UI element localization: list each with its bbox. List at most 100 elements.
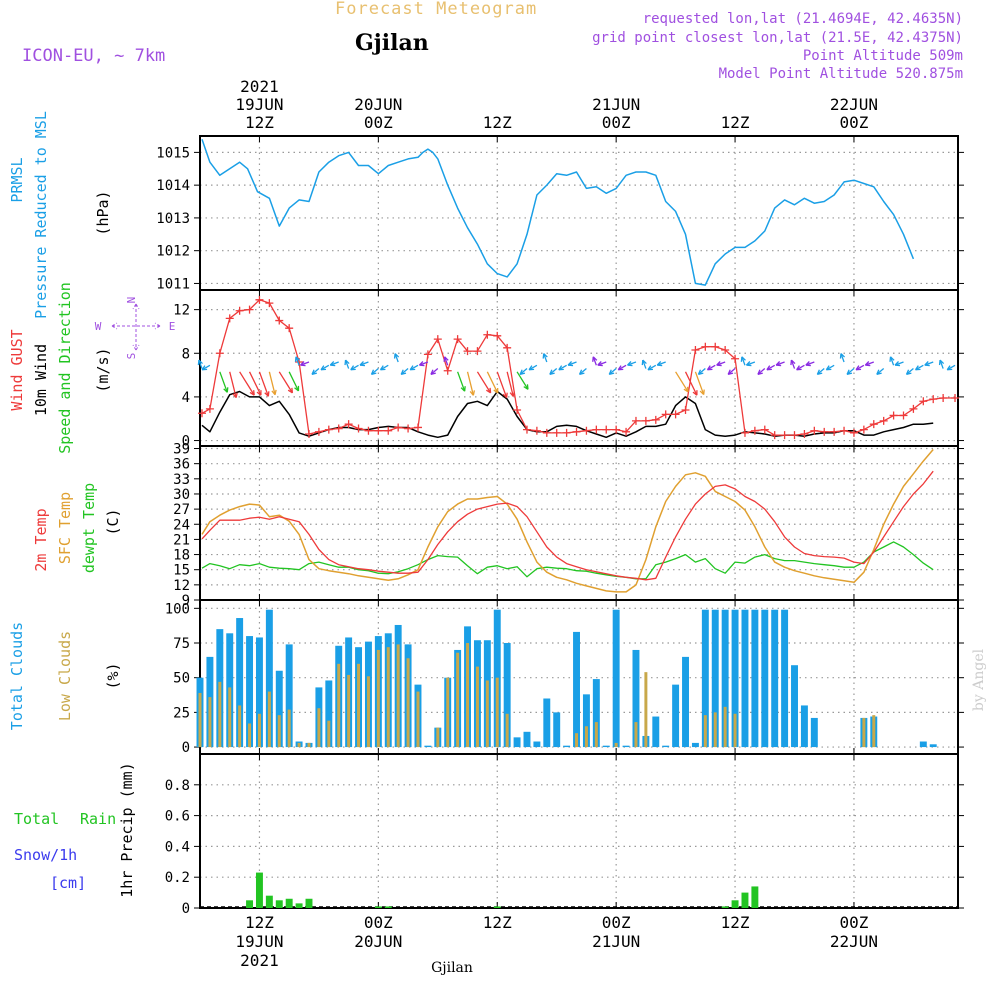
top-axis-hour: 00Z (840, 113, 869, 132)
wind-arrow-shaft (675, 371, 689, 393)
dewpoint-label: dewpt Temp (80, 483, 98, 573)
wind-arrow-head (344, 359, 350, 366)
wind-arrow-shaft (567, 361, 577, 366)
wind-direction-arrow (914, 364, 924, 371)
wind-direction-arrow (846, 368, 855, 375)
wind-arrow-head (697, 369, 704, 375)
y-tick-label: 0.2 (165, 870, 190, 886)
wind-direction-arrow (816, 368, 825, 375)
precip-unit: 1hr Precip (mm) (118, 762, 136, 897)
wind-direction-arrow (894, 361, 904, 367)
wind-arrow-head (201, 365, 208, 371)
gust-marker (522, 425, 531, 434)
top-axis-hour: 00Z (364, 113, 393, 132)
wind-arrow-shaft (409, 364, 419, 371)
wind-arrow-shaft (549, 368, 558, 375)
wind-direction-arrow (542, 353, 548, 363)
wind-arrow-shaft (496, 371, 508, 398)
total-cloud-bar (632, 649, 640, 748)
wind-direction-arrow (344, 359, 350, 369)
wind-arrow-shaft (805, 361, 815, 366)
gust-marker (285, 324, 294, 333)
wind-direction-arrow (300, 361, 310, 367)
gust-marker (572, 427, 581, 436)
low-clouds-label: Low Clouds (56, 631, 74, 721)
total-cloud-bar (761, 609, 769, 748)
panel-frame-pressure (199, 135, 959, 291)
wind-direction-arrow (219, 371, 229, 393)
wind-arrow-shaft (430, 368, 439, 375)
wind-arrow-head (914, 365, 921, 371)
wind-arrow-head (567, 361, 574, 367)
top-axis-day: 20JUN (354, 95, 402, 114)
y-tick-label: 0 (182, 434, 190, 450)
wind-arrow-shaft (694, 371, 705, 395)
low-cloud-bar (277, 715, 281, 748)
wind-direction-arrow (855, 364, 865, 371)
clouds-unit: (%) (104, 662, 122, 689)
wind-direction-arrow (694, 371, 705, 396)
total-cloud-bar (711, 609, 719, 748)
wind-arrow-head (592, 356, 598, 362)
wind-direction-arrow (889, 356, 895, 366)
wind-direction-arrow (486, 371, 499, 394)
wind-arrow-shaft (239, 371, 255, 396)
gust-marker (235, 306, 244, 315)
wind-arrow-shaft (543, 353, 548, 363)
total-cloud-bar (929, 744, 937, 748)
rain-bar (731, 900, 739, 908)
gust-marker (404, 424, 413, 433)
wind-speed-direction-label: Speed and Direction (56, 282, 74, 454)
wind-direction-arrow (506, 371, 515, 397)
wind-direction-arrow (796, 364, 805, 371)
gust-marker (840, 426, 849, 435)
low-cloud-bar (614, 742, 618, 748)
total-cloud-bar (255, 637, 263, 748)
wind-direction-arrow (430, 368, 439, 375)
wind-arrow-shaft (219, 371, 228, 393)
compass-arrows (111, 303, 161, 351)
wind-direction-arrow (393, 353, 400, 363)
wind-direction-arrow (790, 359, 796, 369)
wind-direction-arrow (578, 368, 587, 375)
wind-arrow-head (905, 369, 912, 375)
wind-arrow-shaft (698, 368, 706, 375)
wind-arrow-shaft (359, 361, 369, 366)
y-tick-label: 9 (182, 593, 190, 609)
low-cloud-bar (208, 697, 212, 748)
gust-marker (394, 423, 403, 432)
gust-marker (423, 350, 432, 359)
pressure-label-long: Pressure Reduced to MSL (32, 111, 50, 319)
low-cloud-bar (495, 677, 499, 748)
total-cloud-bar (592, 679, 600, 748)
total-cloud-bar (781, 609, 789, 748)
y-tick-label: 30 (173, 487, 190, 503)
wind-arrow-shaft (915, 364, 924, 371)
total-clouds-label: Total Clouds (8, 622, 26, 730)
total-cloud-bar (563, 745, 571, 748)
low-cloud-bar (436, 727, 440, 748)
wind-arrow-shaft (198, 359, 203, 369)
total-cloud-bar (503, 643, 511, 748)
gust-marker (255, 295, 264, 304)
y-tick-label: 36 (173, 457, 190, 473)
gust-marker (473, 347, 482, 356)
wind-arrow-shaft (344, 359, 350, 369)
bottom-axis-hour: 00Z (364, 913, 393, 932)
wind-arrow-head (271, 389, 277, 396)
y-tick-label: 24 (173, 517, 190, 533)
wind-gust-line (201, 299, 955, 436)
wind-direction-arrow (757, 368, 766, 375)
gust-marker (453, 335, 462, 344)
wind-arrow-shaft (855, 364, 865, 371)
total-cloud-bar (751, 609, 759, 748)
gust-marker (879, 416, 888, 425)
low-cloud-bar (475, 666, 479, 748)
bottom-axis-day: 21JUN (592, 932, 640, 951)
panel-frame-precip (199, 753, 959, 909)
gust-marker (602, 425, 611, 434)
gust-marker (463, 347, 472, 356)
gust-marker (304, 430, 313, 438)
gust-marker (631, 416, 640, 425)
